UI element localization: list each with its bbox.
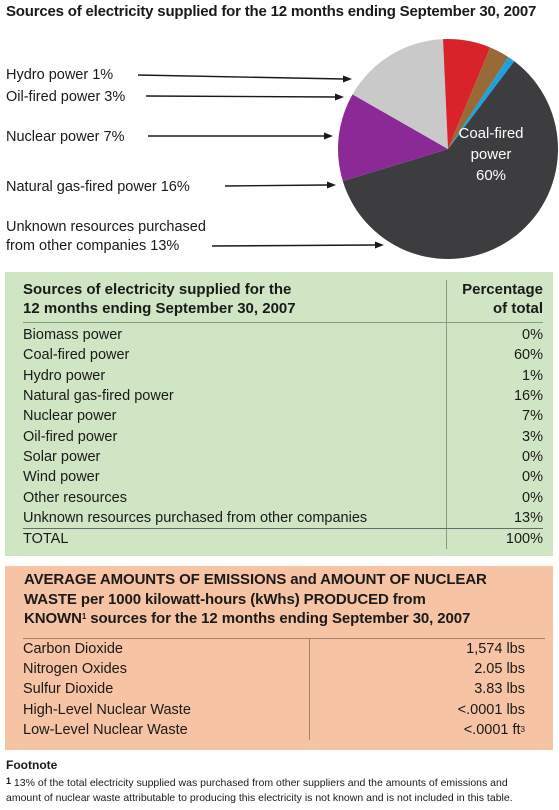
pct-cell: 0% — [446, 322, 543, 346]
pct-cell: 0% — [446, 487, 543, 508]
table-row: Oil-fired power 3% — [23, 426, 543, 447]
leader-nuclear-arrowhead — [324, 132, 333, 140]
label-unknown-2: from other companies 13% — [6, 238, 179, 254]
source-cell: Biomass power — [23, 327, 123, 344]
source-cell: Solar power — [23, 448, 101, 465]
emissions-heading-line3: sources for the 12 months ending Septemb… — [86, 610, 471, 627]
slice-hydro — [448, 57, 515, 149]
table-row: Coal-fired power 60% — [23, 345, 543, 366]
source-cell: Unknown resources purchased from other c… — [23, 507, 447, 529]
label-nuclear: Nuclear power 7% — [6, 129, 125, 145]
pct-cell: 16% — [446, 385, 543, 407]
slice-unknown — [338, 94, 448, 182]
label-oil: Oil-fired power 3% — [6, 89, 125, 105]
emissions-table: Carbon Dioxide 1,574 lbs Nitrogen Oxides 2… — [23, 638, 545, 740]
table-row: Solar power 0% — [23, 446, 543, 468]
emissions-heading-line1: AVERAGE AMOUNTS OF EMISSIONS and AMOUNT … — [24, 571, 487, 588]
table-row: Natural gas-fired power 16% — [23, 385, 543, 407]
leader-oil-arrowhead — [335, 93, 344, 101]
label-hydro: Hydro power 1% — [6, 67, 113, 83]
pct-cell: 7% — [446, 406, 543, 427]
pct-cell: 13% — [446, 507, 543, 529]
sources-header-line2: 12 months ending September 30, 2007 — [23, 300, 296, 317]
slice-oil — [448, 47, 509, 150]
chart-title: Sources of electricity supplied for the … — [6, 3, 537, 20]
emission-item: Nitrogen Oxides — [23, 661, 127, 678]
total-row: TOTAL 100% — [23, 528, 543, 550]
emission-value: <.0001 ft3 — [309, 719, 545, 740]
label-unknown-1: Unknown resources purchased — [6, 219, 206, 235]
source-cell: Natural gas-fired power — [23, 388, 174, 405]
total-value: 100% — [446, 528, 543, 550]
pie-chart: Hydro power 1% Oil-fired power 3% Nuclea… — [6, 38, 559, 260]
footnote-marker: 1 — [81, 612, 87, 621]
emissions-heading-line2: WASTE per 1000 kilowatt-hours (kWhs) PRO… — [24, 590, 426, 608]
table-row: Nuclear power 7% — [23, 406, 543, 427]
emission-value: 2.05 lbs — [309, 659, 545, 680]
emission-value: 1,574 lbs — [309, 638, 545, 660]
leader-gas-arrowhead — [327, 181, 336, 189]
footnote-number: 1 — [6, 776, 12, 786]
sources-header-line1: Sources of electricity supplied for the — [23, 281, 292, 298]
source-cell: Oil-fired power — [23, 428, 118, 445]
emission-value: 3.83 lbs — [309, 679, 545, 700]
source-cell: Nuclear power — [23, 408, 117, 425]
leader-unknown — [211, 244, 377, 247]
source-cell: Other resources — [23, 489, 127, 506]
table-row: Other resources 0% — [23, 487, 543, 508]
emission-item: Sulfur Dioxide — [23, 681, 114, 698]
source-cell: Coal-fired power — [23, 347, 130, 364]
leader-gas — [224, 184, 329, 187]
leader-unknown-arrowhead — [375, 241, 384, 249]
label-coal-3: 60% — [476, 167, 506, 184]
percentage-header: Percentage of total — [446, 280, 543, 323]
footnote-line1: 13% of the total electricity supplied wa… — [11, 777, 508, 789]
table-row: Hydro power 1% — [23, 365, 543, 386]
label-coal-1: Coal-fired — [458, 125, 523, 142]
emissions-heading-known: KNOWN — [24, 610, 82, 627]
pct-cell: 60% — [446, 345, 543, 366]
emission-item: Carbon Dioxide — [23, 641, 123, 658]
table-row: High-Level Nuclear Waste <.0001 lbs — [23, 699, 545, 720]
leader-oil — [145, 95, 337, 98]
sources-table: Sources of electricity supplied for the … — [23, 280, 543, 550]
source-cell: Wind power — [23, 469, 100, 486]
slice-gas — [352, 39, 448, 149]
emission-value: <.0001 lbs — [309, 699, 545, 720]
total-label: TOTAL — [23, 531, 69, 548]
table-row: Unknown resources purchased from other c… — [23, 507, 543, 529]
sources-table-panel: Sources of electricity supplied for the … — [5, 272, 553, 556]
emission-value-text: <.0001 ft — [463, 721, 521, 738]
slice-nuclear — [443, 38, 491, 149]
pct-cell: 0% — [446, 467, 543, 488]
footnote-text: 1 13% of the total electricity supplied … — [6, 776, 558, 806]
label-coal-2: power — [471, 146, 512, 163]
sources-header: Sources of electricity supplied for the … — [23, 280, 447, 323]
table-row: Carbon Dioxide 1,574 lbs — [23, 638, 545, 660]
pct-cell: 3% — [446, 426, 543, 447]
emission-item: Low-Level Nuclear Waste — [23, 721, 188, 738]
source-cell: Hydro power — [23, 367, 106, 384]
percentage-header-line1: Percentage — [462, 281, 543, 298]
emission-item: High-Level Nuclear Waste — [23, 701, 191, 718]
leader-hydro — [137, 74, 345, 80]
emissions-table-panel: AVERAGE AMOUNTS OF EMISSIONS and AMOUNT … — [5, 566, 553, 750]
table-row: Wind power 0% — [23, 467, 543, 488]
table-row: Nitrogen Oxides 2.05 lbs — [23, 659, 545, 680]
footnote-line2: amount of nuclear waste attributable to … — [6, 792, 513, 804]
slice-coal — [342, 61, 559, 260]
leader-hydro-arrowhead — [343, 75, 352, 83]
percentage-header-line2: of total — [493, 300, 543, 317]
table-row: Low-Level Nuclear Waste <.0001 ft3 — [23, 719, 545, 740]
label-gas: Natural gas-fired power 16% — [6, 179, 190, 195]
unit-superscript: 3 — [520, 724, 525, 734]
table-row: Biomass power 0% — [23, 322, 543, 346]
pct-cell: 1% — [446, 365, 543, 386]
emissions-heading: AVERAGE AMOUNTS OF EMISSIONS and AMOUNT … — [24, 570, 544, 629]
table-row: Sulfur Dioxide 3.83 lbs — [23, 679, 545, 700]
footnote-title: Footnote — [6, 758, 58, 772]
pct-cell: 0% — [446, 446, 543, 468]
